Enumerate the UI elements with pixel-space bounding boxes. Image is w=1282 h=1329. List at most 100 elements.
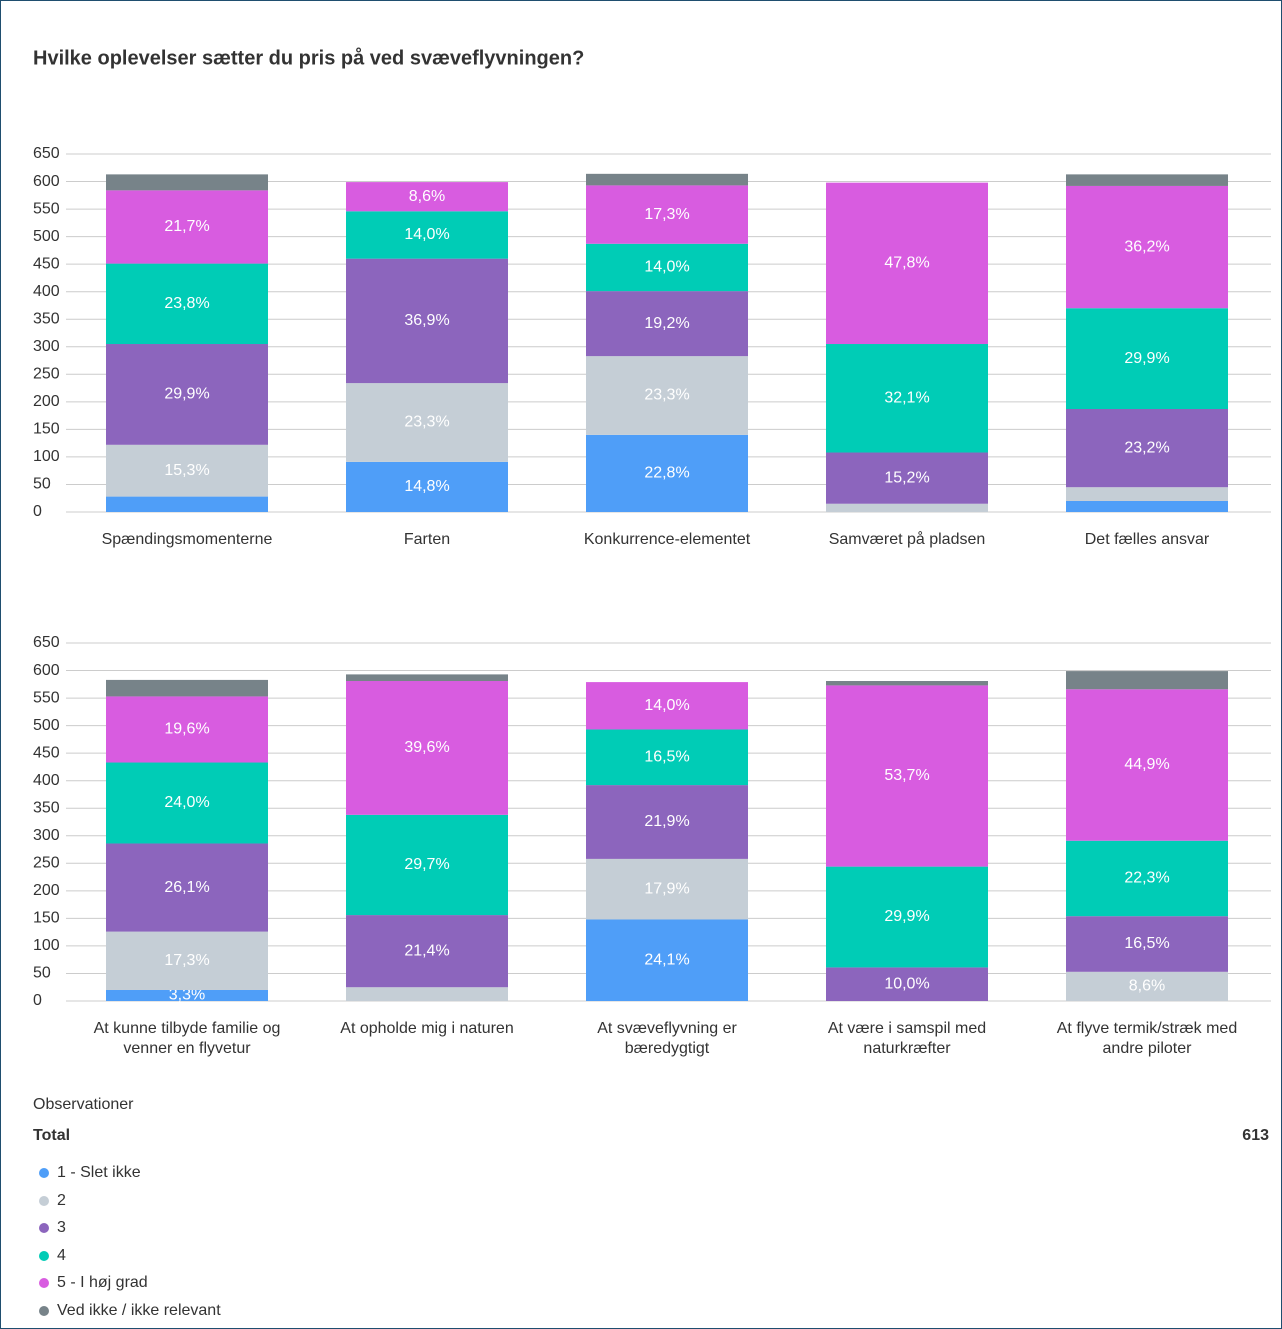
data-label: 17,3% [644,206,689,223]
bar-segment [826,344,988,453]
data-label: 24,1% [644,951,689,968]
bar-segment [106,496,268,512]
bar-segment [106,696,268,763]
bar-segment [106,762,268,844]
bar-segment [586,785,748,859]
bar-segment [106,843,268,932]
bar-segment [586,919,748,1001]
data-label: 22,8% [644,465,689,482]
y-tick-label: 500 [33,717,60,734]
legend-marker [39,1168,49,1178]
legend-item: 1 - Slet ikke [39,1164,141,1182]
data-label: 14,0% [644,259,689,276]
bar-segment [586,682,748,730]
y-tick-label: 200 [33,882,60,899]
bar-segment [826,866,988,968]
data-label: 23,8% [164,295,209,312]
y-tick-label: 100 [33,448,60,465]
data-label: 16,5% [644,749,689,766]
data-label: 23,2% [1124,439,1169,456]
obs-value: 613 [1242,1127,1269,1144]
bar-segment [826,681,988,686]
legend-label: 3 [57,1219,66,1236]
bar-segment [106,931,268,990]
x-tick-label: At være i samspil med naturkræfter [827,1020,987,1057]
x-tick-label: At opholde mig i naturen [340,1020,514,1037]
data-label: 16,5% [1124,935,1169,952]
chart-title: Hvilke oplevelser sætter du pris på ved … [33,46,584,69]
data-label: 22,3% [1124,870,1169,887]
bar-segment [106,344,268,445]
bar-segment [826,182,988,345]
bar-segment [586,173,748,186]
x-tick-label: At svæveflyvning er bæredygtigt [597,1020,737,1057]
legend-item: 2 [39,1192,66,1210]
bar-segment [106,174,268,191]
bar-segment [1066,671,1228,690]
data-label: 14,8% [404,478,449,495]
obs-label: Total [33,1127,71,1144]
x-tick-label: At kunne tilbyde familie og venner en fl… [93,1020,281,1057]
data-label: 21,7% [164,218,209,235]
y-tick-label: 550 [33,200,60,217]
data-label: 29,9% [164,386,209,403]
data-label: 10,0% [884,975,929,992]
bar-segment [346,383,508,462]
bar-segment [1066,971,1228,1001]
bar-segment [1066,689,1228,841]
data-label: 8,6% [1129,978,1165,995]
data-label: 29,9% [884,908,929,925]
y-tick-label: 450 [33,744,60,761]
data-label: 36,9% [404,312,449,329]
data-label: 39,6% [404,739,449,756]
x-tick-label: Samværet på pladsen [828,531,986,548]
bar-segment [1066,185,1228,309]
y-tick-label: 600 [33,173,60,190]
legend-label: 5 - I høj grad [57,1274,148,1291]
bar-segment [106,679,268,697]
bar-segment [1066,487,1228,501]
y-tick-label: 650 [33,634,60,651]
y-tick-label: 400 [33,283,60,300]
x-tick-label: Farten [403,531,451,548]
bar-segment [1066,916,1228,972]
bar-segment [106,263,268,345]
legend-item: 4 [39,1247,66,1265]
bar-segment [586,729,748,786]
obs-title: Observationer [33,1096,134,1113]
y-tick-label: 200 [33,393,60,410]
bar-segment [1066,174,1228,186]
data-label: 17,3% [164,952,209,969]
legend-label: 2 [57,1191,66,1209]
legend-marker [39,1278,49,1288]
data-label: 15,3% [164,462,209,479]
y-tick-label: 250 [33,855,60,872]
y-tick-label: 250 [33,366,60,383]
data-label: 21,4% [404,942,449,959]
y-tick-label: 350 [33,310,60,327]
data-label: 8,6% [409,188,445,205]
y-tick-label: 400 [33,772,60,789]
bar-segment [346,987,508,1001]
y-tick-label: 50 [33,476,51,493]
data-label: 36,2% [1124,238,1169,255]
bar-segment [586,858,748,920]
y-tick-label: 600 [33,662,60,679]
data-label: 24,0% [164,794,209,811]
bar-segment [106,190,268,264]
data-label: 3,3% [169,987,205,1004]
data-label: 32,1% [884,389,929,406]
bar-segment [1066,308,1228,410]
bar-segment [826,503,988,512]
y-tick-label: 550 [33,689,60,706]
legend-marker [39,1223,49,1233]
y-tick-label: 300 [33,338,60,355]
data-label: 21,9% [644,813,689,830]
legend-marker [39,1305,49,1316]
bar-segment [346,915,508,988]
bar-segment [346,211,508,259]
bar-segment [1066,500,1228,512]
data-label: 29,9% [1124,350,1169,367]
data-label: 15,2% [884,469,929,486]
